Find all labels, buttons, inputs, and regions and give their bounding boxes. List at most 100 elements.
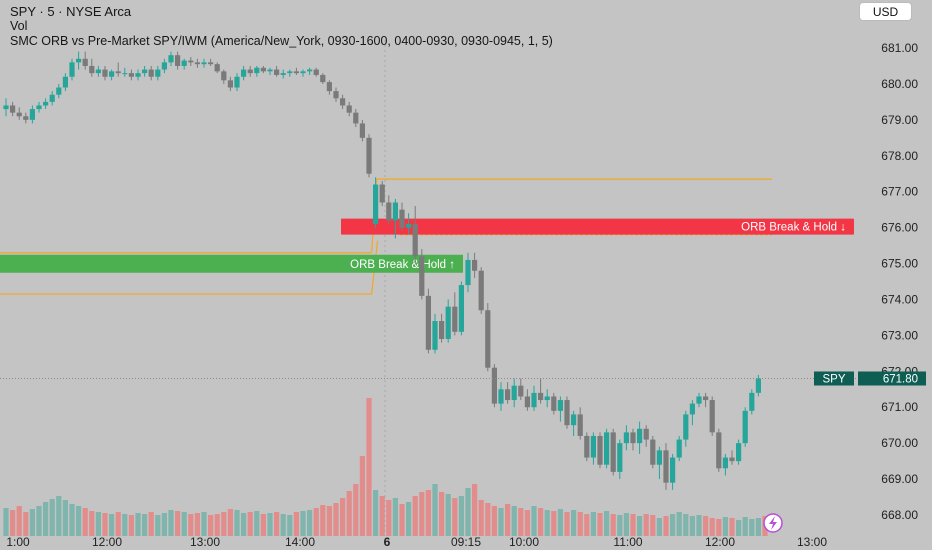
candle-body [82,58,88,66]
volume-bar [56,496,62,536]
volume-bar [287,515,293,536]
volume-bar [571,510,577,536]
candle-body [524,396,530,408]
candle-body [287,71,293,74]
candle-body [95,69,101,74]
y-tick-label: 681.00 [881,41,918,55]
candle-body [346,105,352,113]
x-tick-label: 12:00 [705,535,735,549]
candle-body [148,69,154,77]
volume-bar [82,508,88,536]
volume-bar [128,515,134,536]
volume-bar [425,490,431,536]
candle-body [518,385,524,397]
candle-body [637,428,643,444]
candle-body [102,69,108,77]
candle-body [656,450,662,465]
candle-body [307,69,313,72]
y-tick-label: 668.00 [881,508,918,522]
candle-body [201,62,207,65]
candle-body [392,202,398,221]
candle-body [406,224,412,228]
candle-body [359,123,365,138]
x-tick-label: 10:00 [509,535,539,549]
volume-bar [412,496,418,536]
volume-bar [135,513,141,536]
volume-bar [670,514,676,536]
indicator-legend[interactable]: SMC ORB vs Pre-Market SPY/IWM (America/N… [10,34,553,48]
y-tick-label: 670.00 [881,436,918,450]
candle-body [610,432,616,472]
symbol-title[interactable]: SPY · 5 · NYSE Arca [10,4,132,19]
volume-bar [69,504,75,536]
volume-legend[interactable]: Vol [10,19,28,33]
volume-bar [208,515,214,536]
volume-bar [161,513,167,536]
y-tick-label: 673.00 [881,328,918,342]
volume-bar [293,512,299,536]
volume-bar [656,518,662,536]
x-tick-label: 6 [384,535,391,549]
candle-body [505,389,511,401]
candle-body [333,91,339,99]
volume-bar [181,512,187,536]
candle-body [452,306,458,332]
volume-bar [445,494,451,536]
volume-bar [722,517,728,536]
candle-body [742,410,748,444]
candle-body [373,184,379,225]
candle-body [293,71,299,74]
volume-bar [260,514,266,536]
volume-bar [16,506,22,536]
candle-body [109,71,115,77]
candle-body [683,414,689,440]
x-tick-label: 13:00 [797,535,827,549]
volume-bar [498,508,504,536]
candle-body [736,443,742,462]
x-tick-label: 09:15 [451,535,481,549]
candle-body [155,69,161,77]
candle-body [670,457,676,483]
volume-bar [729,518,735,536]
volume-bar [643,514,649,536]
candle-body [194,62,200,65]
volume-bar [683,514,689,536]
candle-body [538,392,544,401]
candle-body [29,109,35,120]
currency-button[interactable]: USD [859,2,912,21]
bull-signal-label: ORB Break & Hold ↑ [350,259,455,271]
volume-bar [3,508,9,536]
y-tick-label: 671.00 [881,400,918,414]
candle-body [571,414,577,426]
candle-body [749,392,755,411]
volume-bar [95,512,101,536]
volume-bar [392,498,398,536]
y-tick-label: 677.00 [881,185,918,199]
bear-signal-label: ORB Break & Hold ↓ [741,222,846,234]
candle-body [254,67,260,74]
volume-bar [168,510,174,536]
volume-bar [505,504,511,536]
volume-bar [617,515,623,536]
y-tick-label: 676.00 [881,221,918,235]
lightning-bolt-icon[interactable] [769,516,777,530]
candle-body [597,435,603,465]
volume-bar [696,515,702,536]
volume-bar [320,505,326,536]
volume-bar [142,514,148,536]
candle-body [465,259,471,286]
candle-body [623,432,629,444]
symbol-tag-label: SPY [822,373,845,385]
candle-body [511,385,517,401]
volume-bar [557,509,563,536]
volume-bar [373,490,379,536]
volume-bar [742,517,748,536]
candle-body [43,101,49,106]
volume-bar [676,512,682,536]
volume-bar [584,514,590,536]
volume-bar [76,506,82,536]
volume-bar [604,511,610,536]
candle-body [10,105,16,113]
candle-body [89,65,95,74]
